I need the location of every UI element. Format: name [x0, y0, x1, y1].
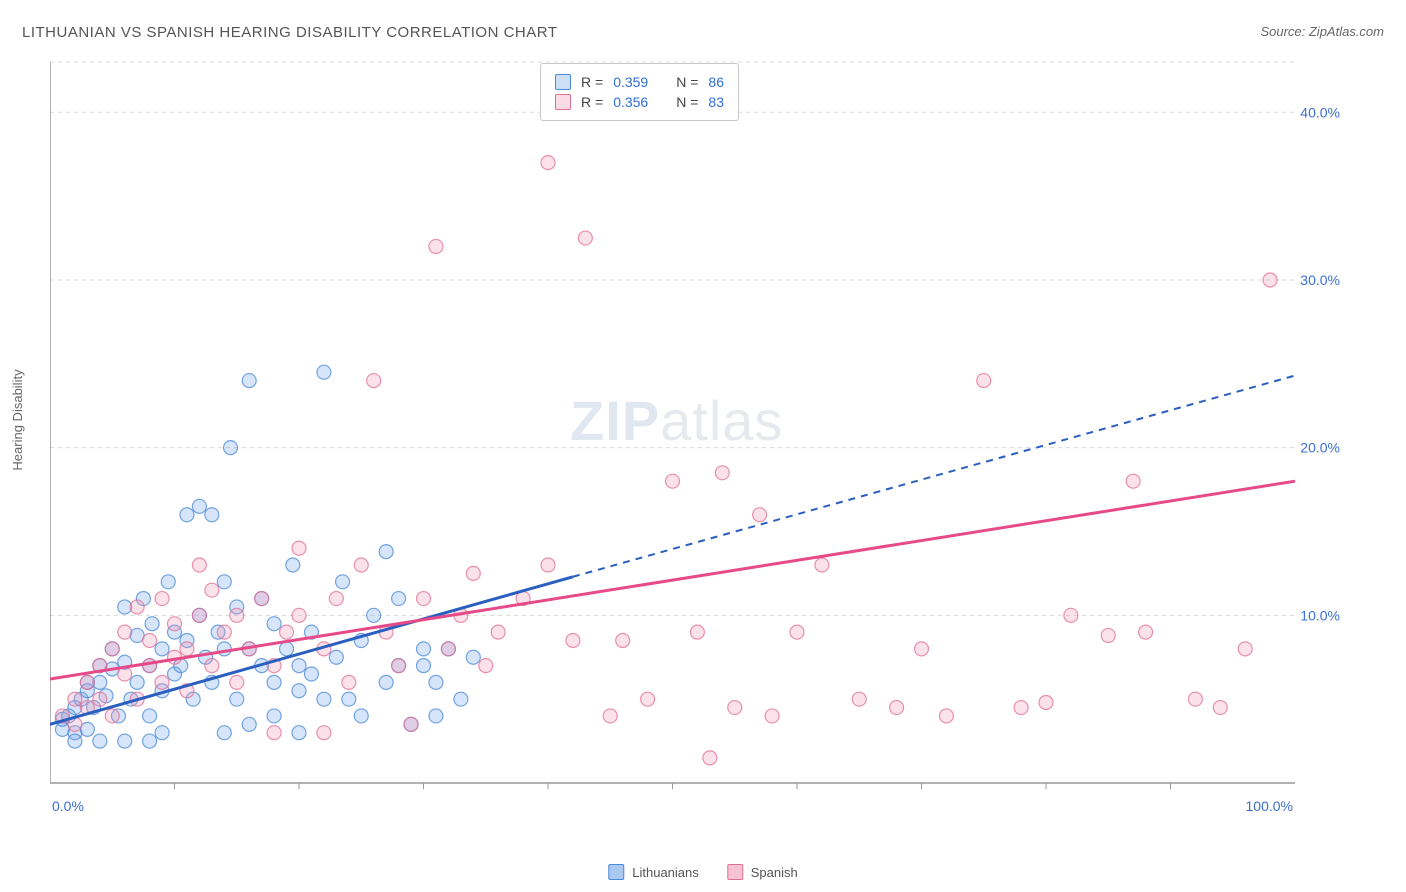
source-name: ZipAtlas.com [1309, 24, 1384, 39]
stat-r-value: 0.359 [613, 74, 648, 90]
legend-swatch [727, 864, 743, 880]
stat-n-label: N = [676, 94, 698, 110]
chart-title: LITHUANIAN VS SPANISH HEARING DISABILITY… [22, 24, 558, 41]
stat-n-label: N = [676, 74, 698, 90]
legend-swatch [608, 864, 624, 880]
legend-label: Spanish [751, 865, 798, 880]
source-prefix: Source: [1260, 24, 1308, 39]
legend-label: Lithuanians [632, 865, 699, 880]
stat-r-label: R = [581, 94, 603, 110]
svg-text:30.0%: 30.0% [1300, 272, 1340, 288]
stat-n-value: 83 [708, 94, 724, 110]
svg-text:40.0%: 40.0% [1300, 104, 1340, 120]
svg-text:0.0%: 0.0% [52, 798, 84, 814]
stat-r-value: 0.356 [613, 94, 648, 110]
legend-swatch [555, 74, 571, 90]
legend-item: Lithuanians [608, 864, 699, 880]
chart-area: 10.0%20.0%30.0%40.0%0.0%100.0% ZIPatlas … [50, 58, 1350, 818]
svg-text:20.0%: 20.0% [1300, 440, 1340, 456]
scatter-chart-svg: 10.0% 20.0% 30.0% 40.0% 0.0% 100.0% [50, 58, 1350, 818]
stat-r-label: R = [581, 74, 603, 90]
y-axis-label: Hearing Disability [10, 369, 25, 470]
legend-swatch [555, 94, 571, 110]
stat-n-value: 86 [708, 74, 724, 90]
svg-text:10.0%: 10.0% [1300, 607, 1340, 623]
bottom-legend: Lithuanians Spanish [608, 864, 797, 880]
stats-legend-box: R = 0.359 N = 86 R = 0.356 N = 83 [540, 63, 739, 121]
source-attribution: Source: ZipAtlas.com [1260, 24, 1384, 39]
svg-text:100.0%: 100.0% [1246, 798, 1293, 814]
stats-row: R = 0.359 N = 86 [555, 72, 724, 92]
legend-item: Spanish [727, 864, 798, 880]
stats-row: R = 0.356 N = 83 [555, 92, 724, 112]
